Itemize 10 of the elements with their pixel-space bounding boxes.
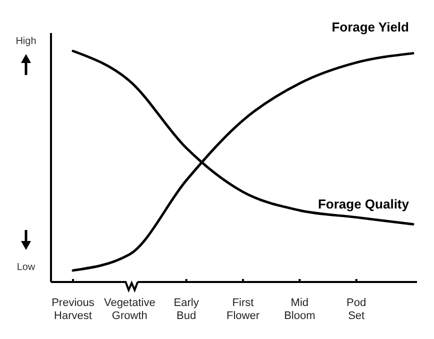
x-tick-label: Previous Harvest: [52, 297, 95, 322]
text: Low: [16, 262, 36, 273]
x-tick-label: Early Bud: [174, 297, 200, 322]
series-label: Forage Yield: [332, 19, 410, 34]
x-tick-label: Vegetative Growth: [104, 297, 156, 322]
text: High: [16, 36, 36, 47]
series-label: Forage Quality: [318, 196, 410, 212]
x-tick-label: First Flower: [226, 297, 260, 322]
x-tick-label: Pod Set: [346, 297, 366, 322]
x-tick-label: Mid Bloom: [284, 297, 316, 322]
